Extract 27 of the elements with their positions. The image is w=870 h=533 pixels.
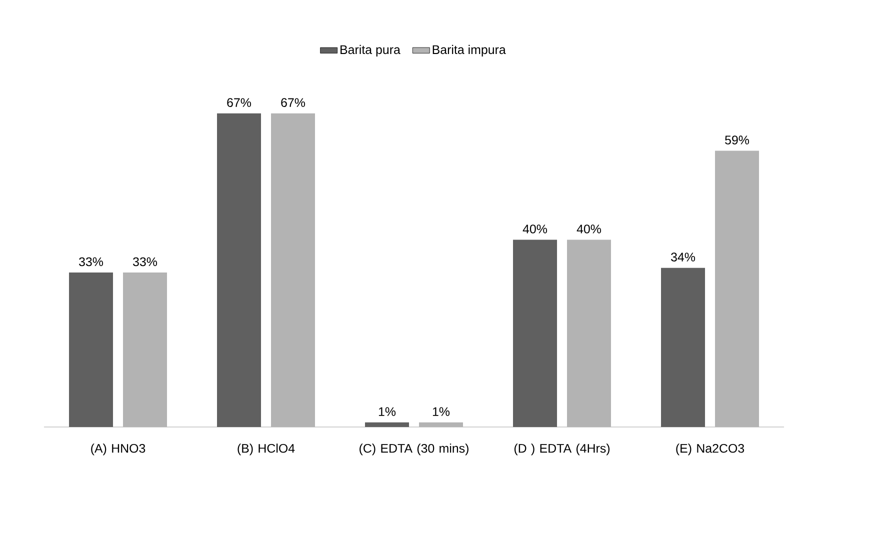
legend-label: Barita impura	[432, 44, 506, 57]
data-label: 1%	[378, 407, 396, 416]
bar	[365, 422, 410, 427]
data-label: 33%	[133, 257, 158, 266]
legend-label: Barita pura	[340, 44, 400, 57]
x-tick-label: (A) HNO3	[91, 444, 146, 456]
bar	[715, 150, 760, 427]
bar	[567, 240, 612, 427]
x-tick-label: (E) Na2CO3	[676, 444, 744, 456]
bar	[513, 240, 558, 427]
x-tick-label: (D ) EDTA (4Hrs)	[514, 444, 610, 456]
bar	[419, 422, 464, 427]
data-label: 33%	[79, 257, 104, 266]
bar	[661, 268, 706, 427]
data-label: 40%	[522, 224, 548, 234]
data-label: 1%	[432, 407, 450, 416]
x-tick-label: (B) HClO4	[238, 444, 295, 456]
data-label: 34%	[671, 252, 696, 262]
data-label: 67%	[281, 98, 306, 107]
x-tick-label: (C) EDTA (30 mins)	[360, 444, 468, 456]
bar	[271, 113, 316, 427]
bar	[217, 113, 262, 427]
data-label: 59%	[725, 136, 750, 144]
data-label: 40%	[576, 224, 602, 234]
bar	[123, 272, 167, 427]
bar	[69, 272, 113, 427]
data-label: 67%	[227, 98, 252, 107]
